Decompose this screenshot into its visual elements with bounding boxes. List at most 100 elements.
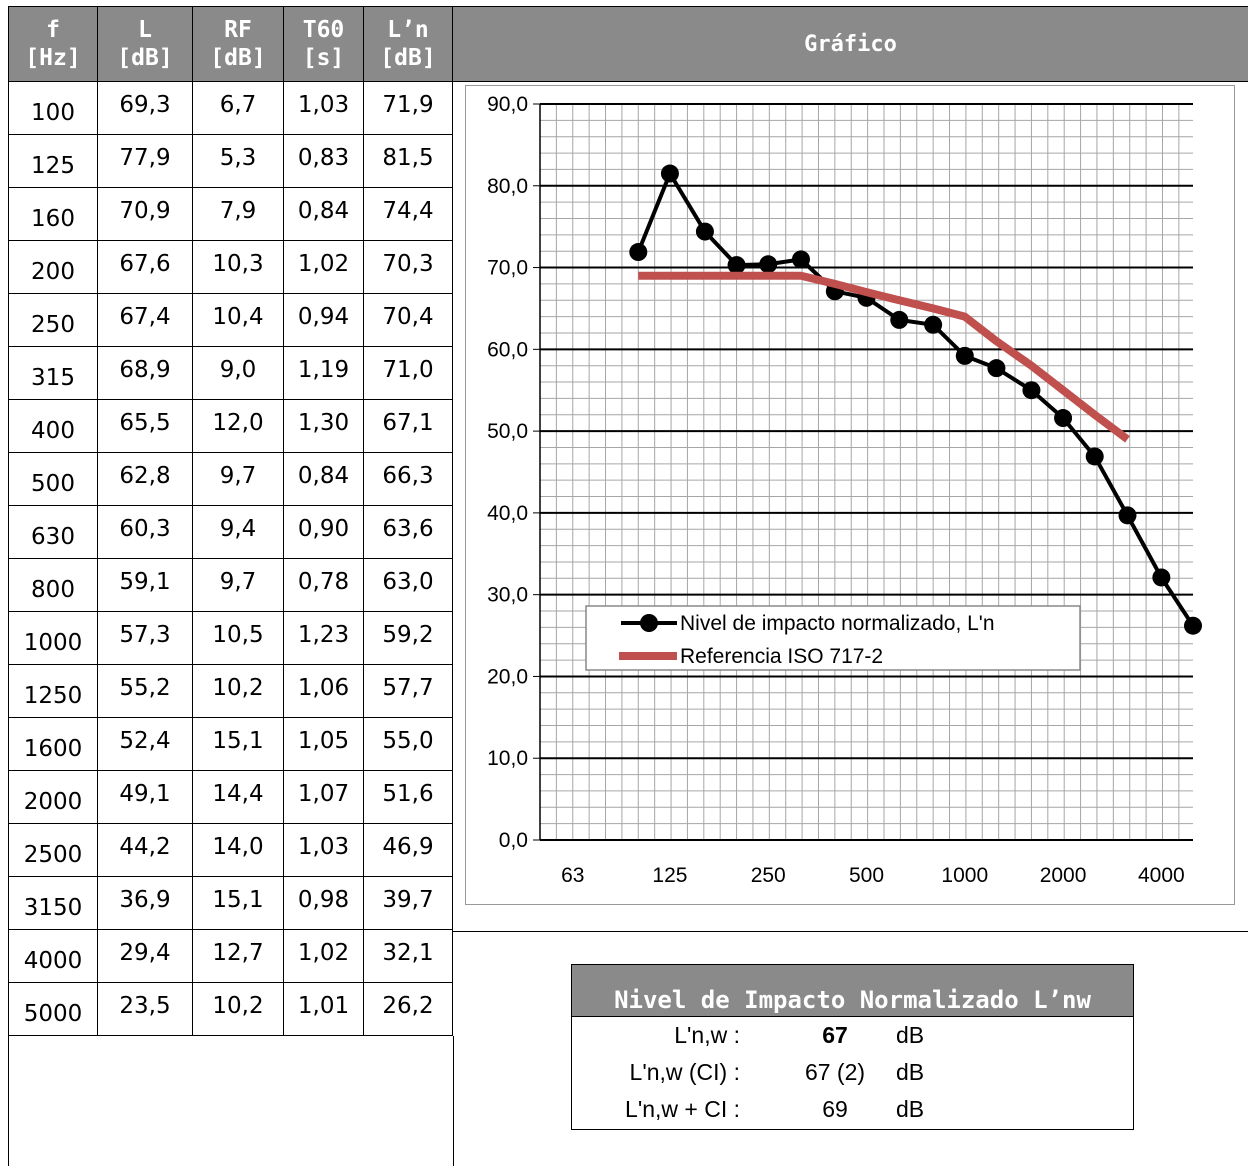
data-table: f [Hz] L [dB] RF [dB] T60 [s] L’n [dB] 100 69,…: [8, 6, 453, 1036]
y-tick-label: 30,0: [487, 584, 528, 607]
x-tick-label: 500: [849, 864, 884, 887]
table-row: 1600 52,4 15,1 1,05 55,0: [8, 717, 453, 771]
cell-frequency: 1250: [8, 664, 98, 718]
cell-frequency: 400: [8, 399, 98, 453]
cell-rf: 14,4: [192, 770, 284, 824]
result-unit: dB: [896, 1059, 925, 1085]
header-frequency: f [Hz]: [8, 6, 98, 82]
table-row: 500 62,8 9,7 0,84 66,3: [8, 452, 453, 506]
cell-rf: 9,0: [192, 346, 284, 400]
cell-frequency: 3150: [8, 876, 98, 930]
chart-panel: [453, 80, 1248, 932]
table-row: 1000 57,3 10,5 1,23 59,2: [8, 611, 453, 665]
result-row-lnw-plus-ci: L'n,w + CI : 69 dB: [572, 1091, 1133, 1128]
result-unit: dB: [896, 1022, 925, 1048]
table-header-row: f [Hz] L [dB] RF [dB] T60 [s] L’n [dB]: [8, 6, 453, 82]
header-level: L [dB]: [97, 6, 193, 82]
x-tick-label: 250: [751, 864, 786, 887]
cell-t60: 0,98: [283, 876, 364, 930]
cell-level: 57,3: [97, 611, 193, 665]
cell-rf: 9,7: [192, 558, 284, 612]
cell-lnprime: 71,9: [363, 81, 453, 135]
y-tick-label: 40,0: [487, 502, 528, 525]
table-row: 200 67,6 10,3 1,02 70,3: [8, 240, 453, 294]
cell-level: 59,1: [97, 558, 193, 612]
table-row: 2500 44,2 14,0 1,03 46,9: [8, 823, 453, 877]
series-line-measured: [636, 171, 1195, 627]
result-label: L'n,w + CI :: [625, 1096, 740, 1122]
cell-rf: 12,7: [192, 929, 284, 983]
y-tick-label: 20,0: [487, 665, 528, 688]
data-point: [629, 243, 648, 262]
y-tick-label: 60,0: [487, 338, 528, 361]
cell-lnprime: 66,3: [363, 452, 453, 506]
cell-frequency: 5000: [8, 982, 98, 1036]
cell-t60: 1,03: [283, 81, 364, 135]
cell-level: 55,2: [97, 664, 193, 718]
cell-t60: 0,94: [283, 293, 364, 347]
x-tick-label: 4000: [1138, 864, 1185, 887]
cell-level: 29,4: [97, 929, 193, 983]
cell-lnprime: 70,3: [363, 240, 453, 294]
data-point: [924, 315, 943, 334]
result-title: Nivel de Impacto Normalizado L’nw: [572, 965, 1133, 1017]
cell-lnprime: 55,0: [363, 717, 453, 771]
x-tick-label: 63: [561, 864, 584, 887]
cell-frequency: 500: [8, 452, 98, 506]
cell-t60: 1,01: [283, 982, 364, 1036]
cell-level: 36,9: [97, 876, 193, 930]
legend-label-reference: Referencia ISO 717-2: [680, 645, 883, 668]
cell-frequency: 2000: [8, 770, 98, 824]
cell-lnprime: 74,4: [363, 187, 453, 241]
cell-level: 23,5: [97, 982, 193, 1036]
cell-frequency: 125: [8, 134, 98, 188]
chart-header: Gráfico: [453, 6, 1248, 82]
y-tick-label: 70,0: [487, 257, 528, 280]
result-value: 67 (2): [804, 1059, 866, 1085]
cell-level: 70,9: [97, 187, 193, 241]
cell-frequency: 4000: [8, 929, 98, 983]
result-unit: dB: [896, 1096, 925, 1122]
data-point: [695, 222, 714, 241]
cell-rf: 14,0: [192, 823, 284, 877]
data-point: [759, 255, 778, 274]
table-row: 400 65,5 12,0 1,30 67,1: [8, 399, 453, 453]
legend: [585, 605, 1081, 671]
data-point: [890, 310, 909, 329]
result-label: L'n,w :: [674, 1022, 740, 1048]
cell-frequency: 200: [8, 240, 98, 294]
table-row: 4000 29,4 12,7 1,02 32,1: [8, 929, 453, 983]
data-point: [791, 250, 810, 269]
cell-frequency: 630: [8, 505, 98, 559]
header-lnprime: L’n [dB]: [363, 6, 453, 82]
cell-rf: 6,7: [192, 81, 284, 135]
cell-t60: 1,05: [283, 717, 364, 771]
cell-t60: 1,30: [283, 399, 364, 453]
cell-lnprime: 57,7: [363, 664, 453, 718]
chart-frame: [465, 85, 1235, 905]
data-point: [660, 164, 679, 183]
cell-frequency: 250: [8, 293, 98, 347]
cell-t60: 1,06: [283, 664, 364, 718]
table-row: 100 69,3 6,7 1,03 71,9: [8, 81, 453, 135]
table-row: 315 68,9 9,0 1,19 71,0: [8, 346, 453, 400]
cell-lnprime: 32,1: [363, 929, 453, 983]
result-label: L'n,w (CI) :: [629, 1059, 740, 1085]
cell-t60: 0,84: [283, 187, 364, 241]
y-tick-label: 0,0: [499, 829, 528, 852]
table-row: 2000 49,1 14,4 1,07 51,6: [8, 770, 453, 824]
y-tick-label: 80,0: [487, 175, 528, 198]
result-value: 69: [822, 1096, 848, 1122]
cell-frequency: 2500: [8, 823, 98, 877]
table-empty-area: [8, 1036, 454, 1166]
cell-level: 68,9: [97, 346, 193, 400]
cell-level: 44,2: [97, 823, 193, 877]
cell-t60: 1,07: [283, 770, 364, 824]
header-rf: RF [dB]: [192, 6, 284, 82]
cell-t60: 1,02: [283, 929, 364, 983]
table-row: 125 77,9 5,3 0,83 81,5: [8, 134, 453, 188]
data-point: [1054, 409, 1073, 428]
data-point: [1085, 447, 1104, 466]
header-t60: T60 [s]: [283, 6, 364, 82]
cell-t60: 0,90: [283, 505, 364, 559]
